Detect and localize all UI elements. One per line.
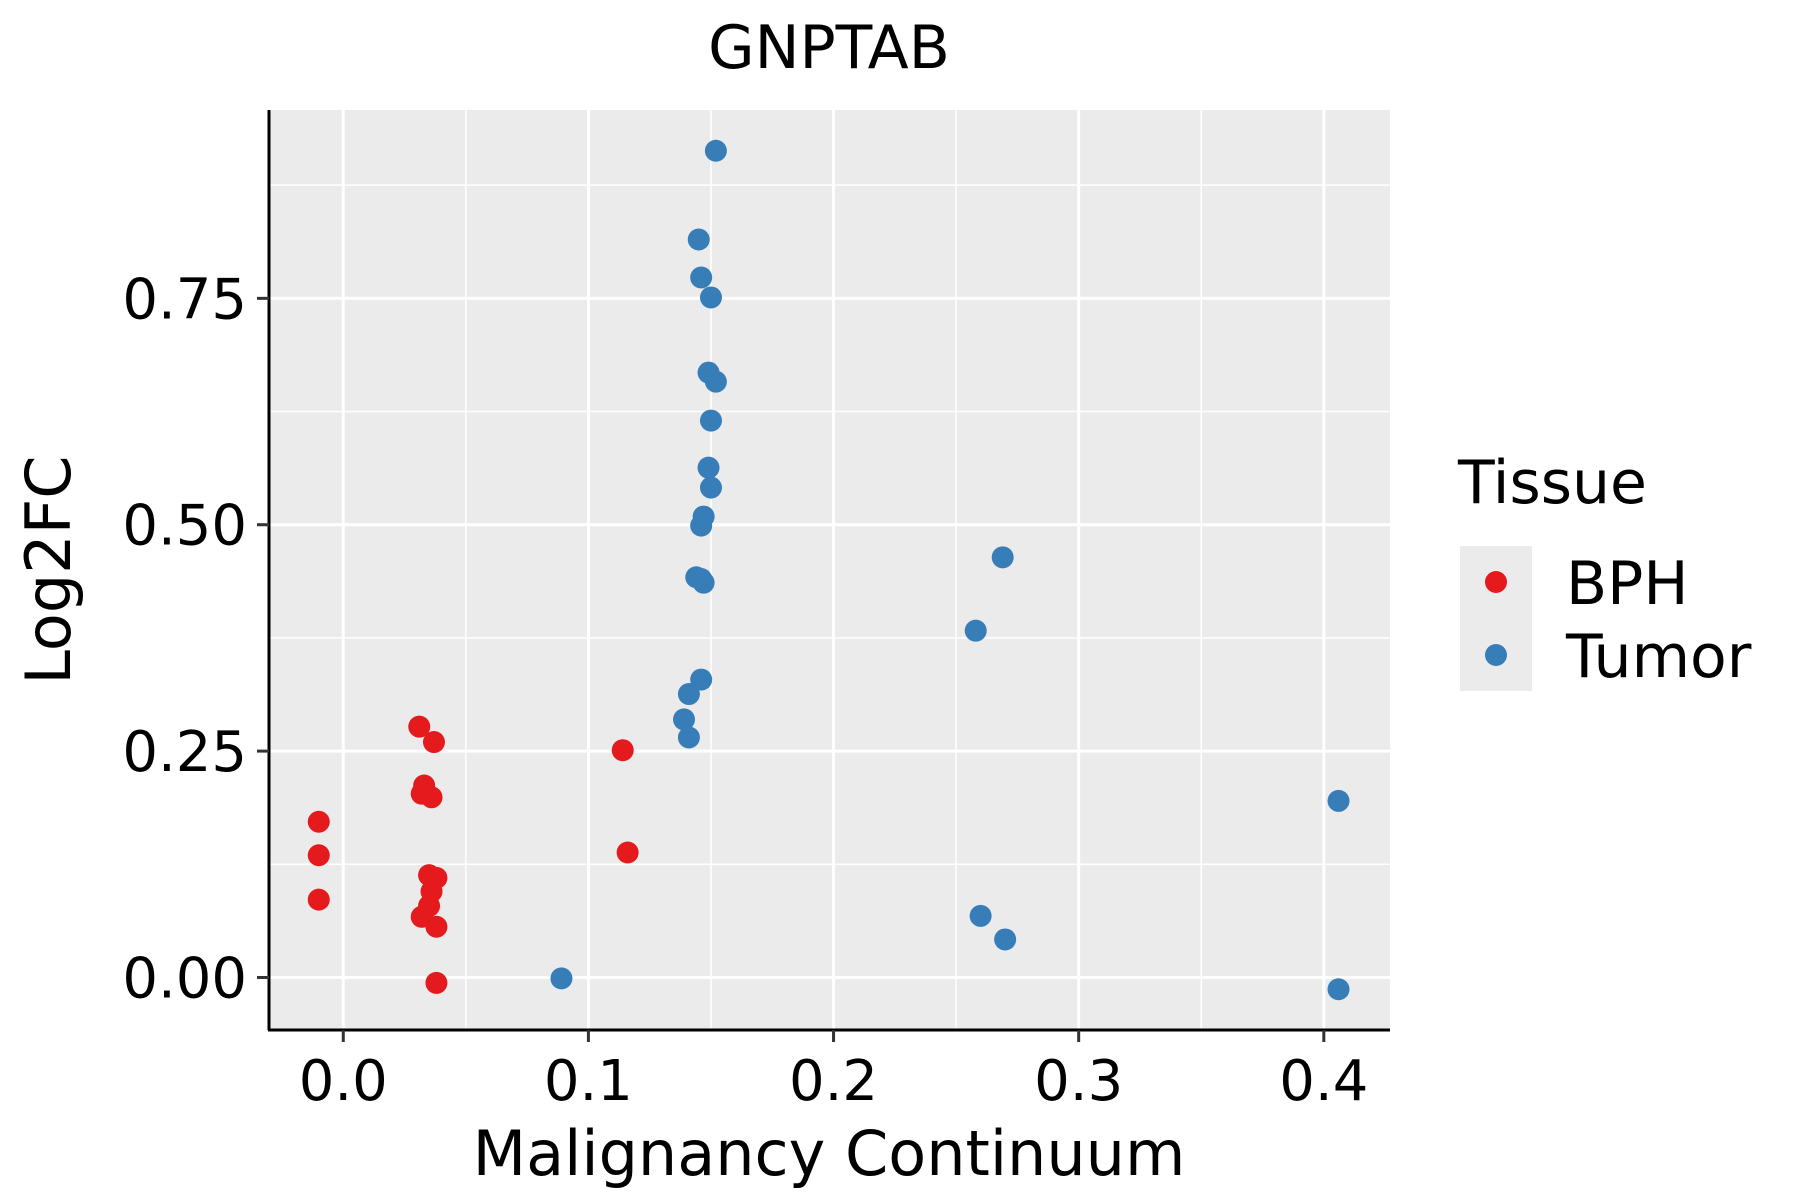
chart-title: GNPTAB [708, 13, 950, 83]
y-tick-label: 0.25 [122, 720, 247, 785]
x-axis-label: Malignancy Continuum [473, 1117, 1186, 1190]
legend-key-tumor [1485, 644, 1507, 666]
point-tumor [697, 456, 720, 479]
y-tick-label: 0.00 [122, 946, 247, 1011]
x-tick-label: 0.1 [544, 1049, 633, 1114]
legend-label-bph: BPH [1566, 549, 1688, 619]
legend-title: Tissue [1457, 448, 1647, 518]
point-tumor [690, 668, 713, 691]
y-tick-label: 0.50 [122, 494, 247, 559]
point-tumor [690, 514, 713, 537]
point-tumor [692, 571, 715, 594]
gridlines [269, 110, 1390, 1030]
x-tick-label: 0.0 [299, 1049, 388, 1114]
point-bph [408, 715, 431, 738]
point-tumor [994, 928, 1017, 951]
point-tumor [550, 967, 573, 990]
y-axis-label: Log2FC [12, 455, 85, 684]
point-tumor [704, 370, 727, 393]
legend-key-bph [1485, 571, 1507, 593]
data-points [307, 139, 1350, 1001]
legend-key-background [1460, 546, 1532, 691]
point-tumor [1327, 978, 1350, 1001]
x-tick-label: 0.4 [1279, 1049, 1368, 1114]
point-tumor [964, 619, 987, 642]
point-tumor [699, 409, 722, 432]
point-tumor [699, 286, 722, 309]
point-bph [422, 731, 445, 754]
plot-panel [269, 110, 1390, 1030]
point-tumor [673, 708, 696, 731]
point-bph [307, 810, 330, 833]
point-tumor [991, 546, 1014, 569]
point-bph [611, 739, 634, 762]
point-tumor [704, 139, 727, 162]
point-bph [425, 971, 448, 994]
point-tumor [1327, 789, 1350, 812]
point-tumor [699, 476, 722, 499]
point-tumor [677, 683, 700, 706]
x-tick-label: 0.3 [1034, 1049, 1123, 1114]
point-tumor [687, 228, 710, 251]
legend-label-tumor: Tumor [1565, 622, 1752, 692]
point-bph [307, 888, 330, 911]
point-tumor [677, 726, 700, 749]
point-bph [420, 786, 443, 809]
axis-ticks: 0.0 0.1 0.2 0.3 0.4 0.00 0.25 0.50 0.75 [122, 267, 1368, 1114]
point-tumor [969, 904, 992, 927]
point-bph [425, 915, 448, 938]
y-tick-label: 0.75 [122, 267, 247, 332]
x-tick-label: 0.2 [789, 1049, 878, 1114]
point-bph [307, 844, 330, 867]
legend: Tissue BPH Tumor [1457, 448, 1752, 692]
point-tumor [690, 266, 713, 289]
point-bph [616, 841, 639, 864]
